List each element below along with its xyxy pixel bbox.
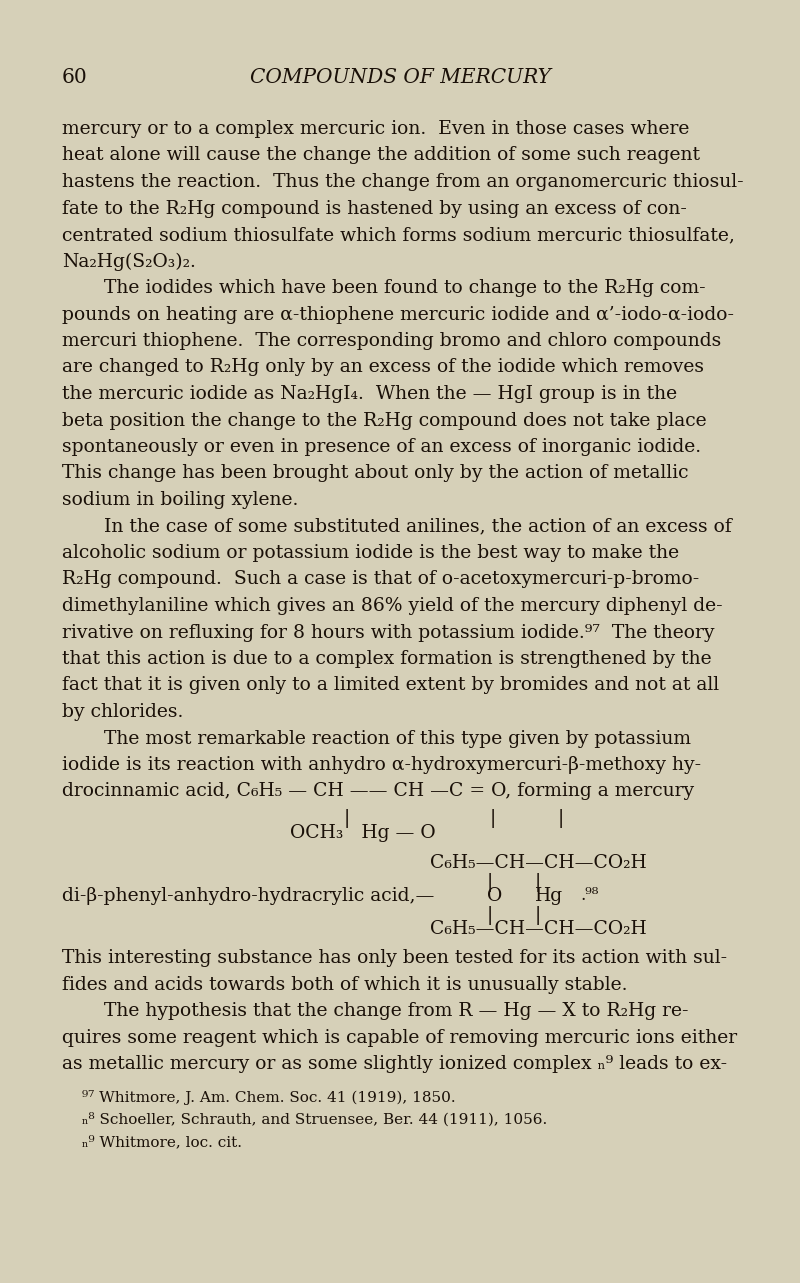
Text: fact that it is given only to a limited extent by bromides and not at all: fact that it is given only to a limited … bbox=[62, 676, 719, 694]
Text: alcoholic sodium or potassium iodide is the best way to make the: alcoholic sodium or potassium iodide is … bbox=[62, 544, 679, 562]
Text: C₆H₅—CH—CH—CO₂H: C₆H₅—CH—CH—CO₂H bbox=[430, 920, 646, 938]
Text: iodide is its reaction with anhydro α-hydroxymercuri-β-methoxy hy-: iodide is its reaction with anhydro α-hy… bbox=[62, 756, 701, 774]
Text: The hypothesis that the change from R — Hg — X to R₂Hg re-: The hypothesis that the change from R — … bbox=[104, 1002, 689, 1020]
Text: ⁹⁷ Whitmore, J. Am. Chem. Soc. 41 (1919), 1850.: ⁹⁷ Whitmore, J. Am. Chem. Soc. 41 (1919)… bbox=[82, 1089, 456, 1105]
Text: di-β-phenyl-anhydro-hydracrylic acid,—: di-β-phenyl-anhydro-hydracrylic acid,— bbox=[62, 887, 434, 906]
Text: In the case of some substituted anilines, the action of an excess of: In the case of some substituted anilines… bbox=[104, 517, 732, 535]
Text: quires some reagent which is capable of removing mercuric ions either: quires some reagent which is capable of … bbox=[62, 1029, 737, 1047]
Text: mercuri thiophene.  The corresponding bromo and chloro compounds: mercuri thiophene. The corresponding bro… bbox=[62, 332, 722, 350]
Text: O: O bbox=[487, 887, 502, 906]
Text: the mercuric iodide as Na₂HgI₄.  When the — HgI group is in the: the mercuric iodide as Na₂HgI₄. When the… bbox=[62, 385, 677, 403]
Text: are changed to R₂Hg only by an excess of the iodide which removes: are changed to R₂Hg only by an excess of… bbox=[62, 358, 704, 376]
Text: fides and acids towards both of which it is unusually stable.: fides and acids towards both of which it… bbox=[62, 976, 627, 994]
Text: |: | bbox=[535, 906, 542, 925]
Text: that this action is due to a complex formation is strengthened by the: that this action is due to a complex for… bbox=[62, 650, 712, 668]
Text: spontaneously or even in presence of an excess of inorganic iodide.: spontaneously or even in presence of an … bbox=[62, 438, 701, 455]
Text: dimethylaniline which gives an 86% yield of the mercury diphenyl de-: dimethylaniline which gives an 86% yield… bbox=[62, 597, 722, 615]
Text: Hg: Hg bbox=[535, 887, 563, 906]
Text: |: | bbox=[558, 810, 564, 828]
Text: Na₂Hg(S₂O₃)₂.: Na₂Hg(S₂O₃)₂. bbox=[62, 253, 196, 271]
Text: as metallic mercury or as some slightly ionized complex ₙ⁹ leads to ex-: as metallic mercury or as some slightly … bbox=[62, 1056, 727, 1074]
Text: R₂Hg compound.  Such a case is that of o-acetoxymercuri-p-bromo-: R₂Hg compound. Such a case is that of o-… bbox=[62, 571, 699, 589]
Text: |: | bbox=[487, 906, 494, 925]
Text: .⁹⁸: .⁹⁸ bbox=[580, 887, 598, 905]
Text: hastens the reaction.  Thus the change from an organomercuric thiosul-: hastens the reaction. Thus the change fr… bbox=[62, 173, 744, 191]
Text: drocinnamic acid, C₆H₅ — CH —— CH —C = O, forming a mercury: drocinnamic acid, C₆H₅ — CH —— CH —C = O… bbox=[62, 783, 694, 801]
Text: fate to the R₂Hg compound is hastened by using an excess of con-: fate to the R₂Hg compound is hastened by… bbox=[62, 199, 687, 218]
Text: This interesting substance has only been tested for its action with sul-: This interesting substance has only been… bbox=[62, 949, 727, 967]
Text: rivative on refluxing for 8 hours with potassium iodide.⁹⁷  The theory: rivative on refluxing for 8 hours with p… bbox=[62, 624, 714, 642]
Text: beta position the change to the R₂Hg compound does not take place: beta position the change to the R₂Hg com… bbox=[62, 412, 706, 430]
Text: pounds on heating are α-thiophene mercuric iodide and α’-iodo-α-iodo-: pounds on heating are α-thiophene mercur… bbox=[62, 305, 734, 323]
Text: ₙ⁸ Schoeller, Schrauth, and Struensee, Ber. 44 (1911), 1056.: ₙ⁸ Schoeller, Schrauth, and Struensee, B… bbox=[82, 1112, 547, 1126]
Text: mercury or to a complex mercuric ion.  Even in those cases where: mercury or to a complex mercuric ion. Ev… bbox=[62, 121, 690, 139]
Text: |: | bbox=[490, 810, 496, 828]
Text: COMPOUNDS OF MERCURY: COMPOUNDS OF MERCURY bbox=[250, 68, 550, 87]
Text: |: | bbox=[487, 872, 494, 892]
Text: |: | bbox=[344, 810, 350, 828]
Text: C₆H₅—CH—CH—CO₂H: C₆H₅—CH—CH—CO₂H bbox=[430, 854, 646, 872]
Text: centrated sodium thiosulfate which forms sodium mercuric thiosulfate,: centrated sodium thiosulfate which forms… bbox=[62, 226, 735, 244]
Text: This change has been brought about only by the action of metallic: This change has been brought about only … bbox=[62, 464, 689, 482]
Text: 60: 60 bbox=[62, 68, 88, 87]
Text: The most remarkable reaction of this type given by potassium: The most remarkable reaction of this typ… bbox=[104, 730, 691, 748]
Text: by chlorides.: by chlorides. bbox=[62, 703, 183, 721]
Text: sodium in boiling xylene.: sodium in boiling xylene. bbox=[62, 491, 298, 509]
Text: ₙ⁹ Whitmore, loc. cit.: ₙ⁹ Whitmore, loc. cit. bbox=[82, 1135, 242, 1150]
Text: heat alone will cause the change the addition of some such reagent: heat alone will cause the change the add… bbox=[62, 146, 700, 164]
Text: The iodides which have been found to change to the R₂Hg com-: The iodides which have been found to cha… bbox=[104, 278, 706, 296]
Text: |: | bbox=[535, 872, 542, 892]
Text: OCH₃   Hg — O: OCH₃ Hg — O bbox=[290, 824, 436, 842]
